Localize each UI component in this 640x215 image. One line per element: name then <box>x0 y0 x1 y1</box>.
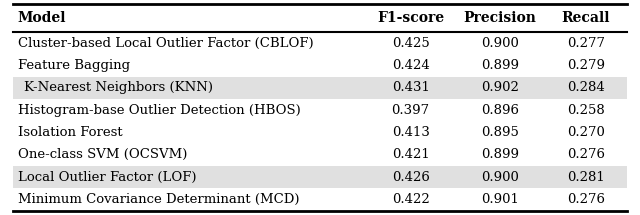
Text: Precision: Precision <box>463 11 536 25</box>
Text: 0.277: 0.277 <box>567 37 605 50</box>
Text: Cluster-based Local Outlier Factor (CBLOF): Cluster-based Local Outlier Factor (CBLO… <box>18 37 314 50</box>
Text: Minimum Covariance Determinant (MCD): Minimum Covariance Determinant (MCD) <box>18 193 300 206</box>
Text: 0.896: 0.896 <box>481 104 518 117</box>
Bar <box>13 166 627 188</box>
Text: Isolation Forest: Isolation Forest <box>18 126 122 139</box>
Text: Recall: Recall <box>561 11 610 25</box>
Text: 0.276: 0.276 <box>567 193 605 206</box>
Text: 0.422: 0.422 <box>392 193 429 206</box>
Text: Histogram-base Outlier Detection (HBOS): Histogram-base Outlier Detection (HBOS) <box>18 104 300 117</box>
Text: 0.258: 0.258 <box>567 104 605 117</box>
Text: 0.900: 0.900 <box>481 171 518 184</box>
Text: 0.900: 0.900 <box>481 37 518 50</box>
Text: F1-score: F1-score <box>377 11 444 25</box>
Text: 0.899: 0.899 <box>481 59 518 72</box>
Text: 0.279: 0.279 <box>567 59 605 72</box>
Text: 0.901: 0.901 <box>481 193 518 206</box>
Text: 0.284: 0.284 <box>567 81 605 94</box>
Text: 0.902: 0.902 <box>481 81 518 94</box>
Text: 0.397: 0.397 <box>392 104 429 117</box>
Text: 0.413: 0.413 <box>392 126 429 139</box>
Text: 0.421: 0.421 <box>392 148 429 161</box>
Text: 0.899: 0.899 <box>481 148 518 161</box>
Text: 0.431: 0.431 <box>392 81 429 94</box>
Text: 0.270: 0.270 <box>567 126 605 139</box>
Text: Model: Model <box>18 11 66 25</box>
Text: 0.281: 0.281 <box>567 171 605 184</box>
Text: Feature Bagging: Feature Bagging <box>18 59 130 72</box>
Text: Local Outlier Factor (LOF): Local Outlier Factor (LOF) <box>18 171 196 184</box>
Bar <box>13 77 627 99</box>
Text: K-Nearest Neighbors (KNN): K-Nearest Neighbors (KNN) <box>24 81 213 94</box>
Text: 0.276: 0.276 <box>567 148 605 161</box>
Text: One-class SVM (OCSVM): One-class SVM (OCSVM) <box>18 148 187 161</box>
Text: 0.424: 0.424 <box>392 59 429 72</box>
Text: 0.426: 0.426 <box>392 171 429 184</box>
Text: 0.425: 0.425 <box>392 37 429 50</box>
Text: 0.895: 0.895 <box>481 126 518 139</box>
